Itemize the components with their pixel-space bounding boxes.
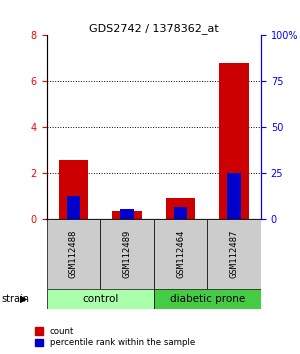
- Bar: [174, 207, 187, 219]
- Legend: count, percentile rank within the sample: count, percentile rank within the sample: [34, 326, 196, 348]
- Text: diabetic prone: diabetic prone: [170, 294, 245, 304]
- Text: control: control: [82, 294, 118, 304]
- Bar: [166, 198, 195, 219]
- Bar: [154, 289, 261, 309]
- Title: GDS2742 / 1378362_at: GDS2742 / 1378362_at: [89, 23, 219, 34]
- Bar: [67, 196, 80, 219]
- Text: GSM112464: GSM112464: [176, 230, 185, 278]
- Text: strain: strain: [2, 294, 29, 304]
- Bar: [207, 219, 261, 289]
- Bar: [58, 160, 88, 219]
- Text: ▶: ▶: [20, 294, 28, 304]
- Bar: [120, 209, 134, 219]
- Bar: [46, 219, 100, 289]
- Bar: [100, 219, 154, 289]
- Bar: [154, 219, 207, 289]
- Bar: [112, 211, 142, 219]
- Bar: [46, 289, 154, 309]
- Text: GSM112489: GSM112489: [122, 230, 131, 278]
- Text: GSM112487: GSM112487: [230, 230, 239, 278]
- Bar: [227, 173, 241, 219]
- Text: GSM112488: GSM112488: [69, 230, 78, 278]
- Bar: [219, 63, 249, 219]
